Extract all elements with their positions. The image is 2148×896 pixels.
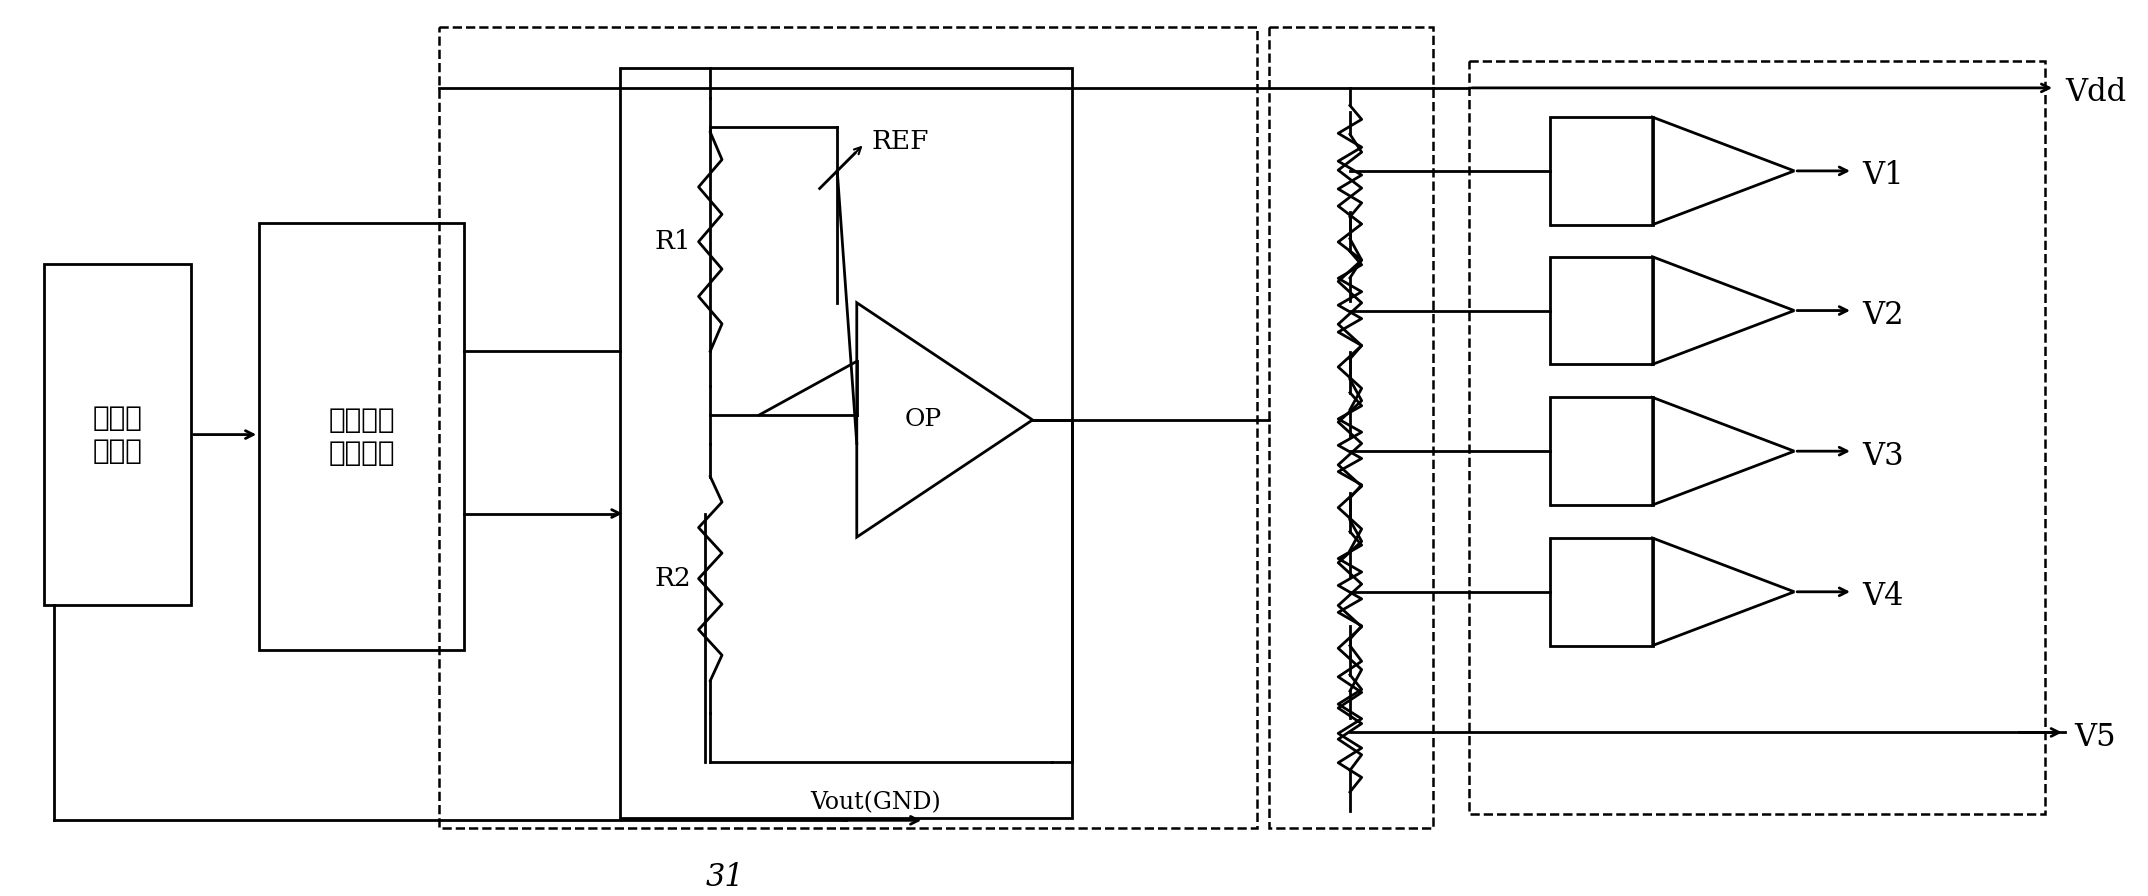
Text: V4: V4	[1862, 582, 1903, 612]
Bar	[1551, 538, 1652, 645]
Text: 31: 31	[707, 862, 745, 893]
Text: OP: OP	[904, 409, 943, 432]
Text: V5: V5	[2075, 722, 2116, 753]
Bar	[260, 223, 464, 650]
Bar	[1551, 257, 1652, 365]
Bar	[438, 28, 1257, 828]
Bar	[1469, 61, 2045, 814]
Text: R1: R1	[655, 229, 692, 254]
Text: V3: V3	[1862, 441, 1905, 471]
Text: 控制信
号接口: 控制信 号接口	[92, 404, 142, 465]
Text: V2: V2	[1862, 300, 1905, 331]
Text: REF: REF	[872, 129, 928, 154]
Text: V1: V1	[1862, 160, 1905, 191]
Bar	[1269, 28, 1433, 828]
Text: 信号位准
转换电路: 信号位准 转换电路	[329, 406, 395, 467]
Text: Vout(GND): Vout(GND)	[810, 791, 941, 814]
Bar	[621, 68, 1072, 818]
Bar	[45, 263, 191, 606]
Bar	[1551, 398, 1652, 504]
Text: R2: R2	[655, 566, 692, 591]
Bar	[1551, 117, 1652, 225]
Text: Vdd: Vdd	[2064, 77, 2127, 108]
